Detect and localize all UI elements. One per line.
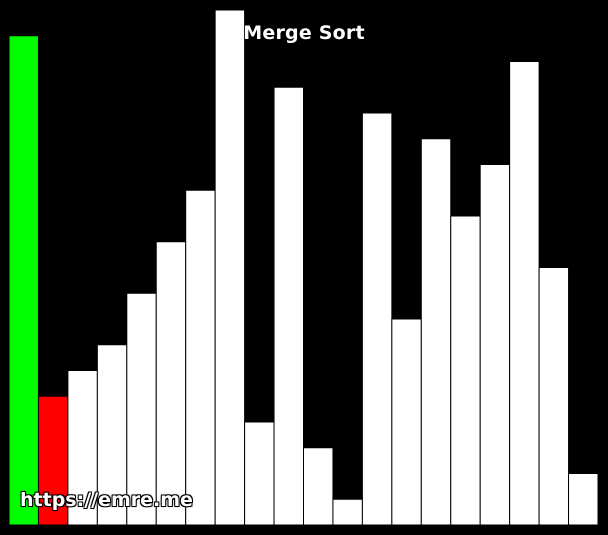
array-bar-10 bbox=[273, 86, 304, 526]
array-bar-13 bbox=[361, 112, 393, 526]
array-bar-15 bbox=[420, 138, 452, 526]
array-bar-19 bbox=[538, 267, 570, 526]
array-bar-5 bbox=[126, 292, 157, 526]
array-bar-3 bbox=[67, 370, 98, 526]
array-bar-8 bbox=[214, 9, 246, 526]
array-bar-14 bbox=[391, 318, 422, 526]
array-bar-4 bbox=[96, 344, 128, 526]
array-bar-11 bbox=[303, 447, 334, 526]
array-bar-12 bbox=[332, 498, 363, 526]
array-bar-9 bbox=[244, 421, 275, 526]
array-bar-20 bbox=[568, 473, 599, 526]
array-bar-1 bbox=[8, 35, 39, 526]
array-bar-16 bbox=[450, 215, 481, 526]
array-bar-7 bbox=[185, 189, 216, 526]
array-bar-6 bbox=[155, 241, 187, 526]
array-bar-2 bbox=[37, 395, 69, 526]
array-bar-18 bbox=[509, 61, 540, 526]
array-bar-17 bbox=[479, 164, 511, 526]
